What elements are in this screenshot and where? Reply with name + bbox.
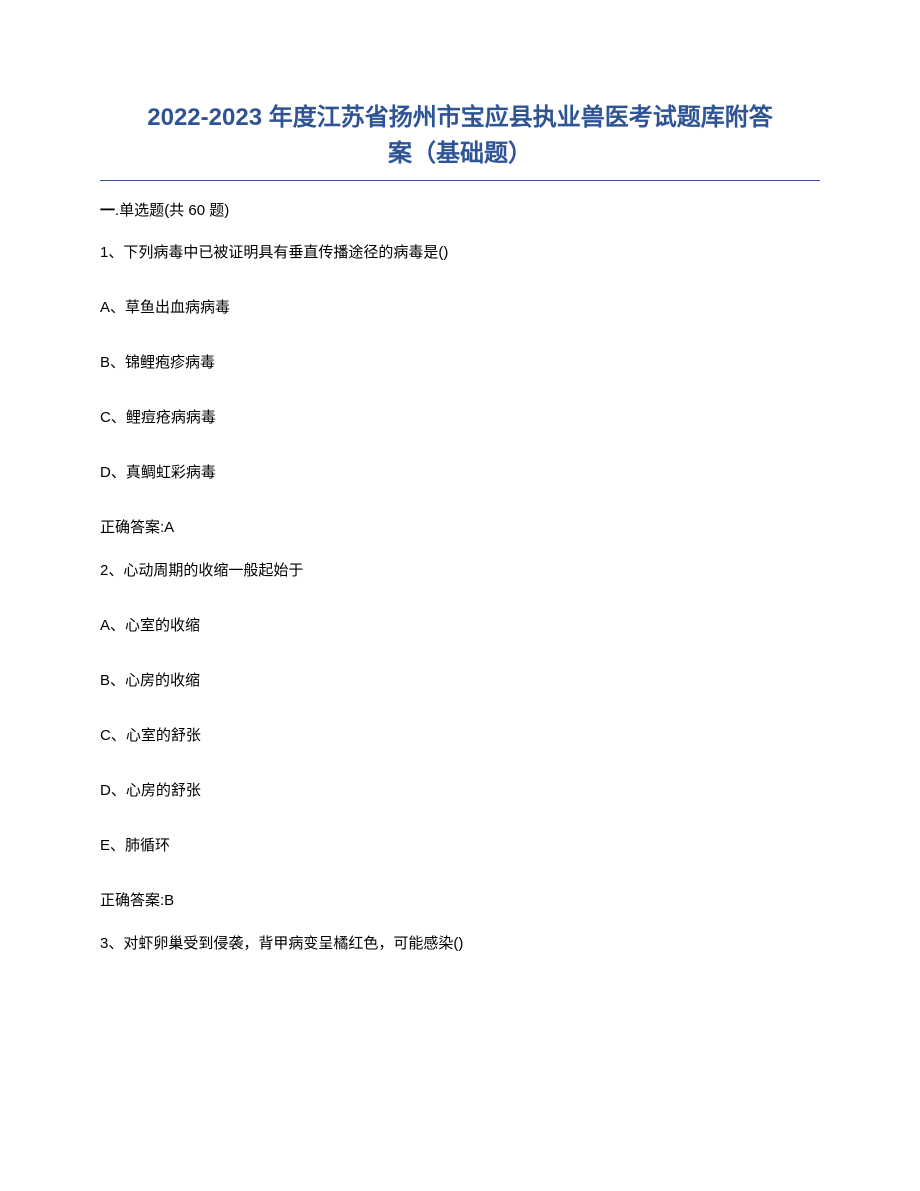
q1-option-a: A、草鱼出血病病毒 xyxy=(100,297,820,318)
q2-option-b: B、心房的收缩 xyxy=(100,670,820,691)
section-middle: .单选题 xyxy=(115,202,164,219)
question-1: 1、下列病毒中已被证明具有垂直传播途径的病毒是() xyxy=(100,242,820,263)
title-line-1: 2022-2023 年度江苏省扬州市宝应县执业兽医考试题库附答 xyxy=(147,104,772,131)
q1-option-b: B、锦鲤疱疹病毒 xyxy=(100,352,820,373)
page-container: 2022-2023 年度江苏省扬州市宝应县执业兽医考试题库附答 案（基础题） 一… xyxy=(0,0,920,1048)
q1-option-d: D、真鲷虹彩病毒 xyxy=(100,462,820,483)
question-2: 2、心动周期的收缩一般起始于 xyxy=(100,560,820,581)
q1-answer: 正确答案:A xyxy=(100,517,820,538)
q2-option-a: A、心室的收缩 xyxy=(100,615,820,636)
section-header: 一.单选题(共 60 题) xyxy=(100,199,820,220)
section-prefix: 一 xyxy=(100,202,115,219)
q2-option-e: E、肺循环 xyxy=(100,835,820,856)
q2-option-d: D、心房的舒张 xyxy=(100,780,820,801)
q2-answer: 正确答案:B xyxy=(100,890,820,911)
title-line-2: 案（基础题） xyxy=(388,140,532,167)
question-3: 3、对虾卵巢受到侵袭，背甲病变呈橘红色，可能感染() xyxy=(100,933,820,954)
q1-option-c: C、鲤痘疮病病毒 xyxy=(100,407,820,428)
section-suffix: (共 60 题) xyxy=(164,202,229,219)
document-title: 2022-2023 年度江苏省扬州市宝应县执业兽医考试题库附答 案（基础题） xyxy=(100,100,820,181)
q2-option-c: C、心室的舒张 xyxy=(100,725,820,746)
